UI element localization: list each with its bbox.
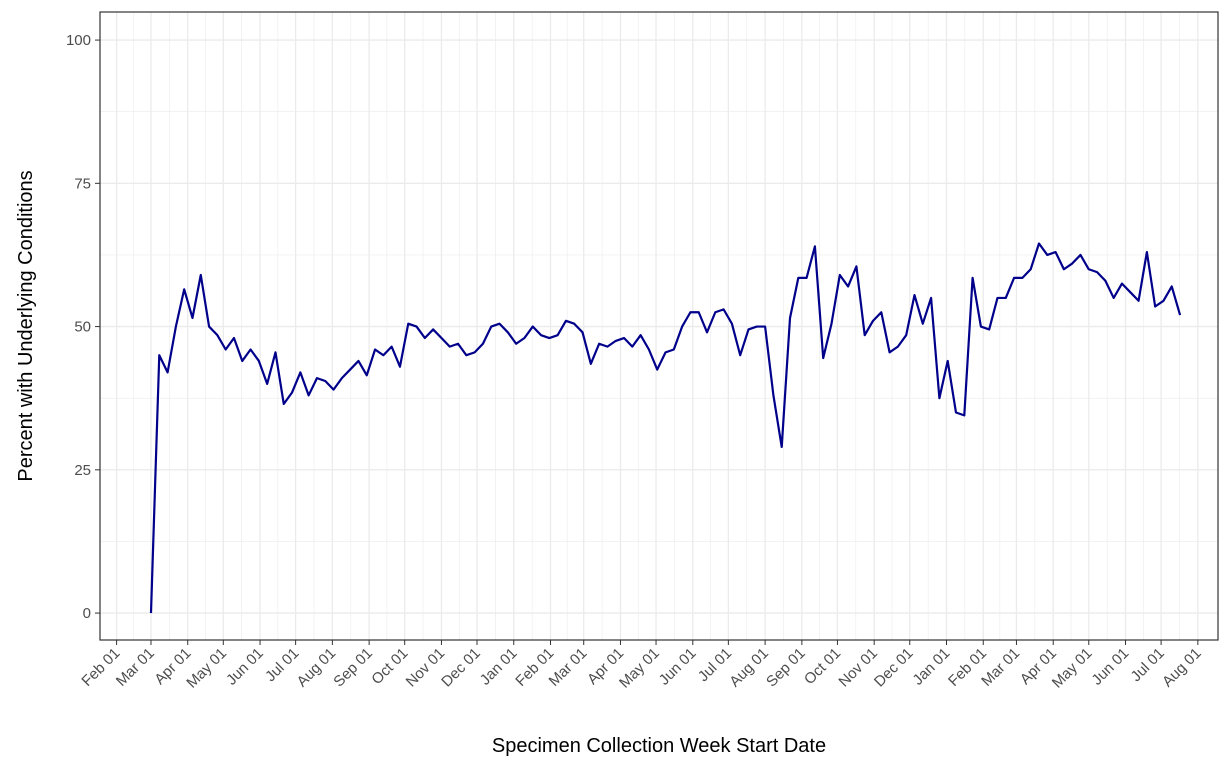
x-tick-label: May 01 (183, 645, 230, 692)
y-tick-label: 0 (83, 605, 91, 622)
x-tick-label: Dec 01 (438, 645, 484, 691)
x-tick-label: Nov 01 (403, 645, 449, 691)
x-tick-label: Jun 01 (223, 645, 267, 689)
x-tick-label: Jan 01 (909, 645, 953, 689)
x-tick-label: Mar 01 (546, 645, 591, 690)
x-tick-label: Sep 01 (763, 645, 809, 691)
y-tick-label: 50 (74, 319, 91, 336)
data-line (149, 242, 1182, 614)
x-tick-label: May 01 (616, 645, 663, 692)
y-tick-label: 25 (74, 462, 91, 479)
x-tick-label: Nov 01 (835, 645, 881, 691)
y-axis-title: Percent with Underlying Conditions (15, 170, 37, 481)
x-tick-label: Jun 01 (656, 645, 700, 689)
x-tick-label: Mar 01 (113, 645, 158, 690)
y-tick-label: 75 (74, 175, 91, 192)
y-tick-label: 100 (66, 32, 91, 49)
x-tick-label: Aug 01 (726, 645, 772, 691)
x-tick-label: Jan 01 (477, 645, 521, 689)
panel-border (99, 11, 1219, 641)
x-tick-label: Sep 01 (330, 645, 376, 691)
x-tick-label: Mar 01 (978, 645, 1023, 690)
marks (149, 242, 1182, 614)
x-axis-title: Specimen Collection Week Start Date (492, 735, 826, 757)
x-tick-label: Aug 01 (1159, 645, 1205, 691)
x-tick-label: Dec 01 (871, 645, 917, 691)
x-tick-label: May 01 (1049, 645, 1096, 692)
x-tick-label: Jun 01 (1088, 645, 1132, 689)
x-tick-label: Aug 01 (294, 645, 340, 691)
grid (100, 12, 1218, 640)
